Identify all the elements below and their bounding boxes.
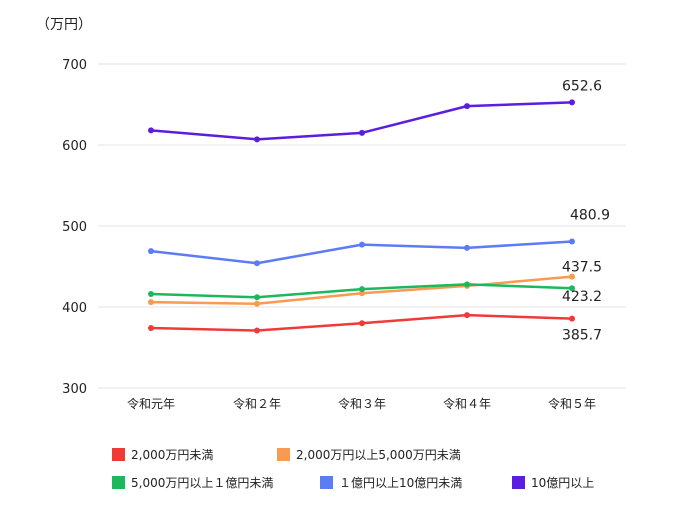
legend-label: 2,000万円未満 (131, 448, 214, 462)
y-tick-label: 500 (62, 220, 87, 235)
legend-item: 2,000万円以上5,000万円未満 (277, 446, 461, 463)
data-point (569, 285, 575, 292)
data-point (148, 248, 154, 255)
legend-swatch (112, 448, 125, 461)
y-tick-label: 600 (62, 139, 87, 154)
legend-label: 10億円以上 (531, 476, 595, 490)
legend-label: 5,000万円以上１億円未満 (131, 476, 274, 490)
data-point (569, 315, 575, 322)
data-point (569, 273, 575, 280)
data-point (254, 294, 260, 301)
x-tick-label: 令和２年 (233, 396, 281, 411)
y-tick-labels: 300 400 500 600 700 (62, 58, 87, 397)
series-lines (148, 99, 575, 334)
y-tick-label: 700 (62, 58, 87, 73)
x-tick-label: 令和５年 (548, 396, 596, 411)
data-point (148, 325, 154, 332)
y-tick-label: 400 (62, 301, 87, 316)
data-point (359, 286, 365, 293)
data-point (254, 300, 260, 307)
data-labels: 385.7 437.5 423.2 480.9 652.6 (562, 78, 610, 343)
data-point (148, 291, 154, 298)
data-point (148, 299, 154, 306)
data-point (359, 129, 365, 136)
legend-item: 10億円以上 (512, 474, 594, 491)
data-point (254, 260, 260, 267)
data-label: 437.5 (562, 260, 602, 276)
legend-item: 2,000万円未満 (112, 446, 213, 463)
data-label: 385.7 (562, 328, 602, 344)
legend-item: １億円以上10億円未満 (320, 474, 462, 491)
data-label: 480.9 (570, 207, 610, 223)
legend-label: １億円以上10億円未満 (339, 476, 463, 490)
data-point (569, 99, 575, 106)
y-tick-label: 300 (62, 382, 87, 397)
data-point (359, 241, 365, 248)
data-point (148, 127, 154, 134)
legend-swatch (277, 448, 290, 461)
data-point (254, 136, 260, 143)
legend-item: 5,000万円以上１億円未満 (112, 474, 273, 491)
data-label: 652.6 (562, 78, 602, 94)
legend-swatch (320, 476, 333, 489)
data-point (464, 312, 470, 319)
legend-swatch (112, 476, 125, 489)
x-tick-labels: 令和元年 令和２年 令和３年 令和４年 令和５年 (127, 396, 596, 411)
data-point (464, 103, 470, 110)
x-tick-label: 令和元年 (127, 396, 175, 411)
data-point (569, 238, 575, 245)
x-tick-label: 令和４年 (443, 396, 491, 411)
y-axis-unit-label: （万円） (36, 17, 92, 33)
legend-label: 2,000万円以上5,000万円未満 (296, 448, 461, 462)
data-point (359, 320, 365, 327)
data-label: 423.2 (562, 289, 602, 305)
gridlines (98, 63, 626, 389)
data-point (254, 327, 260, 334)
data-point (464, 244, 470, 251)
data-point (464, 281, 470, 288)
legend-swatch (512, 476, 525, 489)
x-tick-label: 令和３年 (338, 396, 386, 411)
